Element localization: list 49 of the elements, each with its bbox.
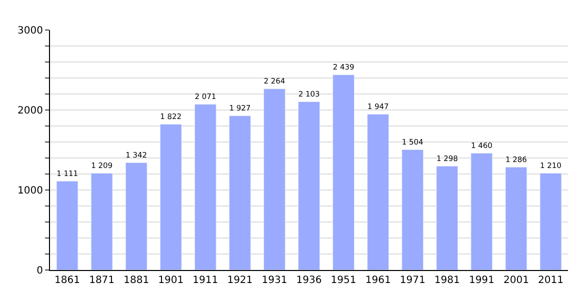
data-label: 1 342	[126, 150, 148, 160]
bar	[264, 88, 286, 270]
y-tick-label: 3000	[18, 26, 43, 36]
bar	[228, 116, 251, 270]
x-tick-label: 2001	[503, 275, 529, 286]
x-tick-label: 1871	[89, 275, 115, 286]
x-tick-label: 1911	[192, 275, 218, 286]
data-label: 1 927	[229, 104, 251, 113]
bar	[194, 104, 216, 270]
data-label: 2 264	[264, 76, 286, 86]
y-tick-label: 1000	[18, 186, 43, 196]
x-tick-label: 1931	[262, 275, 288, 286]
data-label: 1 111	[56, 168, 78, 178]
y-tick-label: 0	[36, 266, 43, 276]
x-tick-label: 1951	[330, 275, 356, 286]
bar	[402, 149, 424, 270]
data-label: 2 071	[194, 92, 216, 102]
bar	[125, 162, 148, 270]
data-label: 1 209	[91, 161, 113, 170]
x-tick-label: 1971	[400, 275, 426, 286]
x-tick-label: 1881	[124, 275, 150, 286]
bar	[540, 172, 562, 270]
bar	[332, 74, 354, 270]
bar	[56, 180, 78, 270]
data-label: 2 439	[332, 62, 354, 72]
data-label: 1 298	[436, 154, 458, 163]
x-tick-label: 1921	[227, 275, 253, 286]
bar	[436, 166, 458, 270]
x-tick-label: 1991	[468, 275, 494, 286]
data-label: 1 947	[367, 102, 389, 111]
data-label: 1 504	[402, 137, 424, 146]
x-tick-label: 1961	[365, 275, 391, 286]
bar	[160, 124, 182, 270]
bar	[367, 114, 390, 270]
x-tick-label: 2011	[538, 275, 564, 286]
data-label: 1 822	[160, 112, 182, 121]
bar	[470, 152, 493, 270]
bar	[90, 173, 113, 270]
y-tick-label: 2000	[18, 106, 43, 116]
x-tick-label: 1936	[296, 275, 322, 286]
x-tick-label: 1981	[434, 275, 460, 286]
data-label: 1 460	[470, 140, 493, 150]
bar	[505, 166, 528, 270]
data-label: 1 210	[540, 160, 562, 170]
bar	[298, 102, 320, 270]
data-label: 2 103	[298, 90, 320, 99]
x-tick-label: 1901	[158, 275, 184, 286]
x-tick-label: 1861	[54, 275, 80, 286]
data-label: 1 286	[506, 154, 528, 164]
